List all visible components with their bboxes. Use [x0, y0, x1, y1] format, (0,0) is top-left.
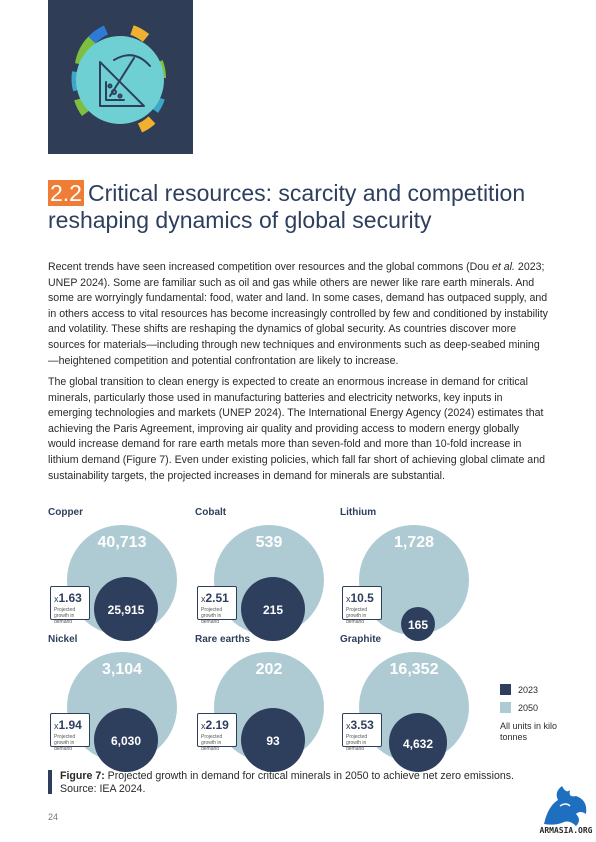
logo-text: ARMASIA.ORG [539, 826, 593, 835]
legend-label-2023: 2023 [518, 685, 539, 695]
legend-swatch-2050 [500, 702, 511, 713]
paragraph-1: Recent trends have seen increased compet… [48, 260, 548, 369]
growth-multiplier-lithium: x10.5 Projected growth in demand [342, 586, 382, 625]
paragraph-2: The global transition to clean energy is… [48, 376, 545, 482]
multiplier-caption: Projected growth in demand [54, 734, 76, 752]
bubble-2023-graphite [388, 713, 448, 772]
multiplier-value: 1.63 [58, 591, 82, 605]
value-2023-rare-earths: 93 [266, 734, 280, 748]
multiplier-value: 3.53 [350, 718, 374, 732]
section-number: 2.2 [48, 180, 84, 206]
multiplier-caption: Projected growth in demand [201, 607, 223, 625]
growth-multiplier-nickel: x1.94 Projected growth in demand [50, 713, 90, 752]
value-2023-lithium: 165 [407, 618, 429, 632]
bubble-2023-lithium [401, 607, 435, 641]
multiplier-value: 1.94 [58, 718, 82, 732]
bubble-2023-rare-earths [241, 708, 305, 772]
header-banner [48, 0, 193, 154]
mineral-label-cobalt: Cobalt [195, 507, 227, 518]
value-2023-graphite: 4,632 [402, 736, 434, 751]
units-note: All units in kilo tonnes [500, 721, 558, 742]
mineral-label-copper: Copper [48, 507, 83, 518]
value-2050-nickel: 3,104 [101, 661, 143, 678]
multiplier-prefix: x [346, 594, 351, 604]
paragraph-1-text-b: 2023; UNEP 2024). Some are familiar such… [48, 261, 548, 367]
paragraph-1-etal: et al. [492, 261, 515, 273]
figure-caption-text: Projected growth in demand for critical … [60, 770, 514, 795]
value-2023-cobalt: 215 [262, 603, 284, 617]
value-2023-nickel: 6,030 [110, 734, 142, 748]
multiplier-prefix: x [54, 594, 59, 604]
multiplier-caption: Projected growth in demand [346, 607, 368, 625]
growth-multiplier-rare-earths: x2.19 Projected growth in demand [197, 713, 237, 752]
growth-multiplier-copper: x1.63 Projected growth in demand [50, 586, 90, 625]
mining-pickaxe-emblem-icon [71, 25, 167, 133]
multiplier-prefix: x [54, 721, 59, 731]
value-2050-rare-earths: 202 [255, 661, 283, 678]
armasia-dragon-logo-icon [544, 786, 587, 826]
multiplier-value: 2.19 [205, 718, 229, 732]
multiplier-caption: Projected growth in demand [346, 734, 368, 752]
mineral-label-rare-earths: Rare earths [195, 634, 251, 645]
legend-label-2050: 2050 [518, 703, 539, 713]
figure-caption-label: Figure 7: [60, 770, 105, 782]
value-2050-graphite: 16,352 [389, 661, 439, 678]
value-2050-cobalt: 539 [255, 534, 283, 551]
caption-bar [48, 770, 52, 794]
section-heading: 2.2 Critical resources: scarcity and comp… [48, 180, 548, 234]
paragraph-1-text-a: Recent trends have seen increased compet… [48, 261, 493, 273]
multiplier-prefix: x [201, 721, 206, 731]
section-title: Critical resources: scarcity and competi… [48, 180, 526, 233]
growth-multiplier-graphite: x3.53 Projected growth in demand [342, 713, 382, 752]
multiplier-caption: Projected growth in demand [54, 607, 76, 625]
bubble-2023-copper [94, 577, 158, 641]
multiplier-prefix: x [346, 721, 351, 731]
legend-swatch-2023 [500, 684, 511, 695]
multiplier-prefix: x [201, 594, 206, 604]
multiplier-value: 2.51 [205, 591, 229, 605]
figure-caption: Figure 7: Projected growth in demand for… [60, 770, 550, 796]
multiplier-value: 10.5 [350, 591, 374, 605]
mineral-label-nickel: Nickel [48, 634, 78, 645]
mineral-label-graphite: Graphite [340, 634, 382, 645]
mineral-label-lithium: Lithium [340, 507, 377, 518]
bubble-2023-cobalt [241, 577, 305, 641]
value-2050-lithium: 1,728 [393, 534, 435, 551]
value-2050-copper: 40,713 [97, 534, 147, 551]
multiplier-caption: Projected growth in demand [201, 734, 223, 752]
bubble-2023-nickel [94, 708, 158, 772]
growth-multiplier-cobalt: x2.51 Projected growth in demand [197, 586, 237, 625]
value-2023-copper: 25,915 [107, 603, 145, 617]
page-number: 24 [48, 812, 59, 822]
